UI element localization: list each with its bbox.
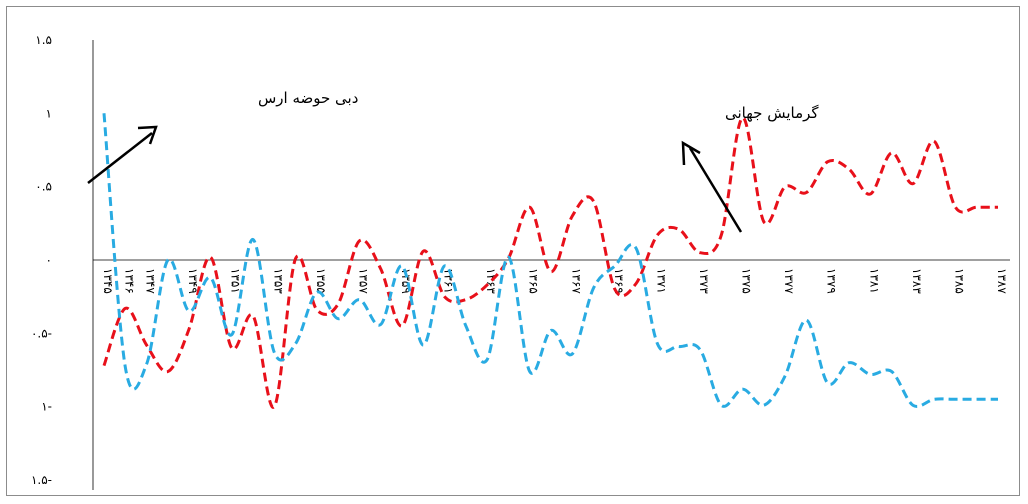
- y-tick-label: ۱.۵-: [31, 473, 52, 487]
- y-tick-label: ۱.۵: [35, 33, 52, 47]
- x-tick-label: ۱۳۶۷: [569, 268, 583, 294]
- y-tick-label: ۱: [46, 106, 52, 120]
- annotation-label-warming: گرمایش جهانی: [725, 104, 819, 122]
- x-tick-label: ۱۳۸۷: [995, 268, 1009, 294]
- x-tick-label: ۱۳۴۶: [122, 268, 136, 294]
- y-tick-label: ۰.۵-: [31, 326, 52, 340]
- x-tick-label: ۱۳۶۳: [484, 268, 498, 294]
- x-tick-labels: ۱۳۴۵ ۱۳۴۶ ۱۳۴۷ ۱۳۴۹ ۱۳۵۱ ۱۳۵۳ ۱۳۵۵ ۱۳۵۷ ۱۳۵۹ ۱۳۶۱…: [101, 268, 1009, 294]
- y-tick-label: ۱-: [41, 400, 52, 414]
- series-line-warming: [102, 116, 998, 409]
- annotation-arrow-warming: [681, 140, 743, 233]
- x-tick-label: ۱۳۵۵: [314, 268, 328, 294]
- x-tick-label: ۱۳۴۵: [101, 268, 115, 294]
- x-tick-label: ۱۳۵۷: [356, 268, 370, 294]
- x-tick-label: ۱۳۸۵: [952, 268, 966, 294]
- x-tick-label: ۱۳۸۱: [867, 268, 881, 294]
- x-tick-label: ۱۳۷۷: [782, 268, 796, 294]
- annotation-arrow-discharge: [87, 125, 158, 184]
- series-layer: [102, 113, 998, 409]
- series-line-discharge: [102, 113, 998, 408]
- x-tick-label: ۱۳۶۹: [612, 268, 626, 294]
- x-tick-label: ۱۳۵۱: [229, 268, 243, 294]
- y-tick-label: ۰.۵: [35, 180, 52, 194]
- x-tick-label: ۱۳۷۱: [654, 268, 668, 294]
- x-tick-label: ۱۳۸۳: [910, 268, 924, 294]
- x-tick-label: ۱۳۷۵: [740, 268, 754, 294]
- x-tick-label: ۱۳۶۵: [527, 268, 541, 294]
- x-tick-label: ۱۳۷۳: [697, 268, 711, 294]
- y-tick-label: ۰: [46, 253, 52, 267]
- annotation-label-discharge: دبی حوضه ارس: [258, 89, 358, 107]
- x-tick-label: ۱۳۴۷: [144, 268, 158, 294]
- x-tick-label: ۱۳۴۹: [186, 268, 200, 294]
- y-tick-labels: ۱.۵ ۱ ۰.۵ ۰ ۰.۵- ۱- ۱.۵-: [31, 33, 52, 487]
- x-tick-label: ۱۳۷۹: [825, 268, 839, 294]
- x-tick-label: ۱۳۵۳: [271, 268, 285, 294]
